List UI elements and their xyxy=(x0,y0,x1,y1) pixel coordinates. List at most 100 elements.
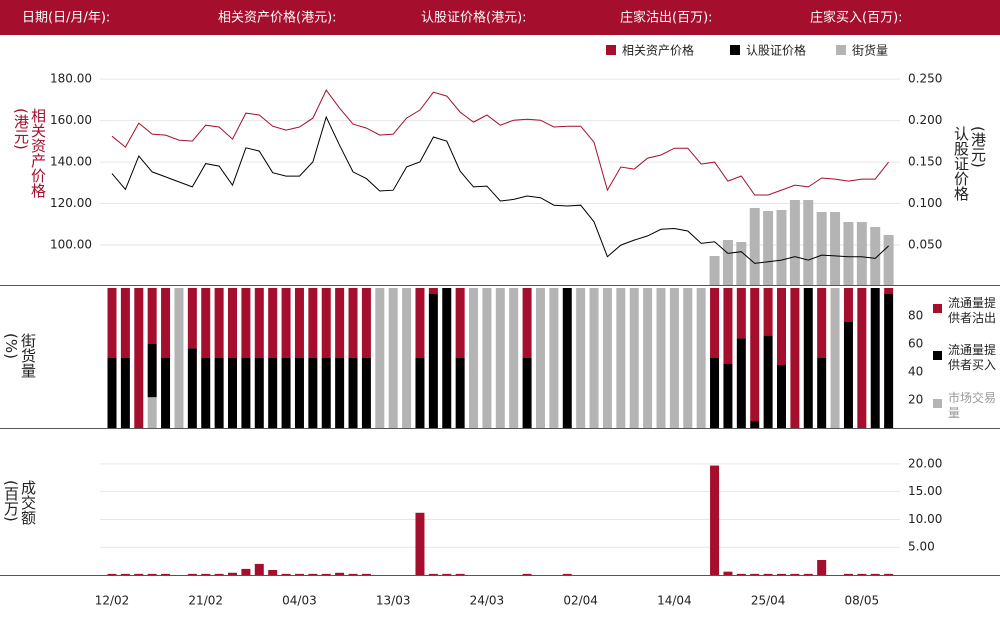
stack-segment xyxy=(361,358,371,428)
x-tick-label: 04/03 xyxy=(282,594,317,608)
volume-bar xyxy=(308,573,318,575)
stack-segment xyxy=(201,358,211,428)
volume-bar xyxy=(522,573,532,575)
stack-segment xyxy=(736,338,746,428)
x-tick-label: 02/04 xyxy=(563,594,598,608)
volume-bar xyxy=(241,568,251,575)
stack-segment xyxy=(777,365,786,428)
stack-segment xyxy=(294,358,304,428)
street-bar xyxy=(763,211,774,285)
stack-segment xyxy=(817,288,827,358)
volume-bar xyxy=(803,573,813,575)
volume-bar xyxy=(723,571,733,575)
header-bar xyxy=(0,0,1000,35)
tick-label: 0.050 xyxy=(908,238,942,252)
stack-segment xyxy=(161,358,171,428)
stack-segment xyxy=(321,288,331,358)
volume-bar xyxy=(442,573,452,575)
stack-segment xyxy=(669,288,679,428)
stack-segment xyxy=(107,288,117,358)
header-field: 庄家买入(百万): xyxy=(810,10,903,26)
legend-swatch xyxy=(933,399,942,408)
volume-bar xyxy=(763,573,773,575)
volume-bar xyxy=(750,573,760,575)
stack-segment xyxy=(348,358,358,428)
volume-bar xyxy=(428,573,438,575)
legend-swatch xyxy=(933,351,942,360)
street-bar xyxy=(789,200,800,285)
stack-segment xyxy=(723,363,733,428)
stack-segment xyxy=(803,288,813,428)
header-field: 相关资产价格(港元): xyxy=(218,10,337,26)
volume-bar xyxy=(817,560,827,575)
stack-segment xyxy=(602,288,612,428)
stack-segment xyxy=(335,358,345,428)
tick-label: 140.00 xyxy=(50,155,92,169)
volume-bar xyxy=(777,573,786,575)
stack-segment xyxy=(643,288,653,428)
price-line xyxy=(111,115,889,264)
stack-segment xyxy=(388,288,398,428)
legend-swatch xyxy=(730,45,740,55)
tick-label: 40 xyxy=(908,365,923,379)
street-bar xyxy=(803,200,814,285)
volume-bar xyxy=(107,573,117,575)
stack-segment xyxy=(228,358,238,428)
tick-label: 0.200 xyxy=(908,113,942,127)
volume-bar xyxy=(228,572,238,575)
volume-bar xyxy=(335,572,345,575)
header-field: 认股证价格(港元): xyxy=(421,10,527,26)
y-axis-label: 相关资产价格(港元) xyxy=(12,108,47,198)
tick-label: 100.00 xyxy=(50,237,92,251)
y-axis-label: 街货量(%) xyxy=(2,333,37,378)
street-bar xyxy=(749,208,760,285)
y-axis-label: 成交额(百万) xyxy=(2,480,37,525)
street-bar xyxy=(843,222,854,285)
x-tick-label: 24/03 xyxy=(470,594,505,608)
volume-bar xyxy=(843,573,853,575)
street-bar xyxy=(709,256,720,285)
stack-segment xyxy=(884,288,894,294)
stack-segment xyxy=(120,288,130,358)
tick-label: 160.00 xyxy=(50,113,92,127)
street-bar xyxy=(722,240,733,285)
tick-label: 0.150 xyxy=(908,154,942,168)
stack-segment xyxy=(134,288,144,428)
legend-label: 认股证价格 xyxy=(746,43,806,58)
legend-label: 流通量提供者沽出 xyxy=(948,296,997,325)
volume-bar xyxy=(870,573,880,575)
stack-segment xyxy=(348,288,358,358)
stack-segment xyxy=(629,288,639,428)
stack-segment xyxy=(723,288,733,364)
stack-segment xyxy=(428,288,438,294)
stack-segment xyxy=(375,288,385,428)
stack-segment xyxy=(428,293,438,428)
tick-label: 60 xyxy=(908,337,923,351)
stack-segment xyxy=(335,288,345,358)
street-bar xyxy=(883,235,894,285)
stack-segment xyxy=(268,288,278,358)
volume-bar xyxy=(348,573,358,575)
y2-axis-label: 认股证价格(港元) xyxy=(952,126,987,201)
stack-segment xyxy=(281,288,291,358)
tick-label: 120.00 xyxy=(50,196,92,210)
volume-bar xyxy=(161,573,171,575)
stack-segment xyxy=(522,358,532,428)
street-bar xyxy=(870,227,881,285)
volume-bar xyxy=(562,573,572,575)
tick-label: 80 xyxy=(908,309,923,323)
price-line xyxy=(111,89,889,196)
stack-segment xyxy=(750,421,760,428)
legend-label: 市场交易量 xyxy=(948,391,997,420)
stack-segment xyxy=(214,358,224,428)
stack-segment xyxy=(120,358,130,428)
stack-segment xyxy=(562,288,572,428)
tick-label: 5.00 xyxy=(908,540,935,554)
volume-bar xyxy=(254,563,264,575)
volume-bar xyxy=(187,573,197,575)
stack-segment xyxy=(817,358,827,428)
legend-swatch xyxy=(836,45,846,55)
street-bar xyxy=(830,212,841,285)
x-tick-label: 21/02 xyxy=(188,594,223,608)
